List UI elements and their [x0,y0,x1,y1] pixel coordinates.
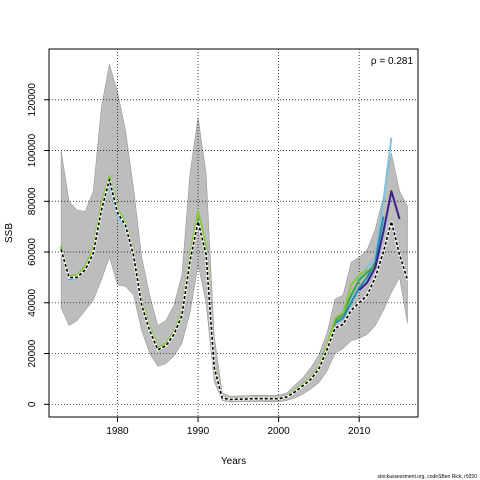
y-tick-label: 120000 [27,83,38,117]
series-line-retro_5 [358,190,401,291]
x-axis-label: Years [221,456,246,467]
footer-credit: stockassessment.org, codeSBen Rick, r925… [378,474,478,480]
y-tick-label: 0 [27,401,38,407]
y-tick-label: 60000 [27,238,38,266]
x-tick-label: 2010 [348,426,371,437]
series-layer [59,137,409,401]
x-axis: 1980 1990 2000 2010 [106,417,371,437]
y-tick-label: 80000 [27,187,38,215]
x-tick-label: 1990 [187,426,210,437]
rho-annotation: ρ = 0.281 [371,56,414,67]
y-tick-label: 20000 [27,339,38,367]
x-tick-label: 1980 [106,426,129,437]
grid-layer [49,49,418,417]
confidence-band [60,64,408,403]
series-line-base [60,178,409,401]
confidence-band-layer [60,64,408,403]
plot-frame [48,48,419,418]
x-tick-label: 2000 [267,426,290,437]
y-axis-label: SSB [4,223,15,243]
y-tick-label: 40000 [27,288,38,316]
y-tick-label: 100000 [27,133,38,167]
y-axis: 0 20000 40000 60000 80000 100000 120000 [27,83,49,407]
